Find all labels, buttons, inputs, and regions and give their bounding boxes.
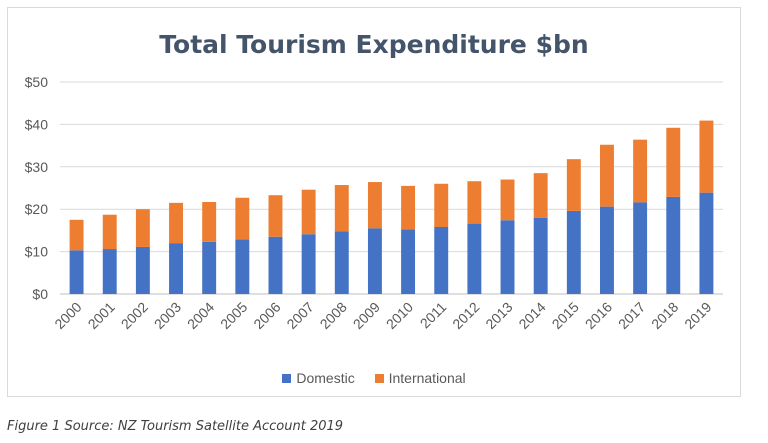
bar-international-2015: [566, 159, 581, 211]
x-tick-label: 2002: [118, 299, 151, 332]
bar-domestic-2009: [367, 228, 382, 294]
bar-domestic-2015: [566, 210, 581, 294]
bar-domestic-2006: [268, 236, 283, 294]
x-tick-label: 2015: [549, 299, 582, 332]
bar-domestic-2014: [533, 217, 548, 294]
bar-international-2010: [401, 185, 416, 230]
legend-label-domestic: Domestic: [296, 370, 355, 386]
y-tick-label: $10: [25, 244, 49, 260]
bar-domestic-2008: [334, 231, 349, 294]
y-tick-label: $30: [25, 159, 49, 175]
bar-international-2018: [666, 127, 681, 197]
bar-domestic-2005: [235, 239, 250, 294]
x-tick-label: 2010: [383, 299, 416, 332]
legend: Domestic International: [8, 370, 740, 386]
bar-international-2001: [102, 214, 117, 250]
bar-domestic-2019: [699, 192, 714, 294]
x-tick-label: 2005: [217, 299, 250, 332]
bar-international-2013: [500, 179, 515, 221]
y-tick-label: $40: [25, 116, 49, 132]
x-tick-label: 2016: [582, 299, 615, 332]
chart-frame: Total Tourism Expenditure $bn Domestic I…: [7, 7, 741, 397]
bar-international-2014: [533, 173, 548, 218]
x-tick-label: 2014: [515, 299, 548, 332]
bar-international-2000: [69, 219, 84, 251]
legend-label-international: International: [388, 370, 466, 386]
y-tick-label: $50: [25, 74, 49, 90]
bar-international-2008: [334, 185, 349, 232]
bar-international-2016: [600, 144, 614, 207]
bar-international-2012: [467, 181, 482, 224]
chart-title: Total Tourism Expenditure $bn: [159, 30, 589, 59]
bar-international-2009: [367, 182, 382, 229]
bar-domestic-2010: [401, 229, 416, 294]
bar-domestic-2007: [301, 234, 316, 294]
x-tick-label: 2018: [648, 299, 681, 332]
x-tick-label: 2008: [317, 299, 350, 332]
y-tick-label: $0: [32, 286, 48, 302]
x-tick-label: 2012: [449, 299, 482, 332]
bar-domestic-2001: [102, 249, 117, 294]
bar-domestic-2012: [467, 223, 482, 294]
bar-domestic-2013: [500, 220, 515, 294]
bar-international-2006: [268, 195, 283, 237]
bar-domestic-2004: [202, 241, 217, 294]
x-tick-label: 2000: [51, 299, 84, 332]
y-tick-label: $20: [25, 201, 49, 217]
x-tick-label: 2007: [283, 299, 316, 332]
bar-international-2019: [699, 120, 714, 193]
legend-swatch-international: [374, 374, 384, 383]
x-tick-label: 2006: [250, 299, 283, 332]
x-tick-label: 2009: [350, 299, 383, 332]
bar-domestic-2002: [135, 246, 150, 294]
legend-swatch-domestic: [282, 374, 292, 383]
bar-international-2004: [202, 201, 217, 242]
bar-international-2017: [633, 139, 648, 203]
bar-international-2002: [135, 209, 150, 247]
legend-item-international: International: [374, 370, 466, 386]
x-tick-label: 2017: [615, 299, 648, 332]
x-tick-label: 2001: [85, 299, 118, 332]
x-tick-label: 2011: [417, 299, 450, 332]
legend-item-domestic: Domestic: [282, 370, 355, 386]
figure-caption: Figure 1 Source: NZ Tourism Satellite Ac…: [7, 419, 344, 434]
bar-international-2011: [434, 183, 449, 228]
x-tick-label: 2013: [482, 299, 515, 332]
x-tick-label: 2003: [151, 299, 184, 332]
x-tick-label: 2019: [681, 299, 714, 332]
bar-domestic-2003: [169, 243, 183, 294]
bar-domestic-2011: [434, 227, 449, 294]
x-tick-label: 2004: [184, 299, 217, 332]
bar-domestic-2017: [633, 202, 648, 294]
bar-international-2005: [235, 197, 250, 240]
bar-domestic-2000: [69, 250, 84, 294]
bar-international-2007: [301, 189, 316, 235]
bar-domestic-2016: [600, 206, 614, 294]
bar-domestic-2018: [666, 196, 681, 294]
bar-international-2003: [169, 202, 183, 244]
